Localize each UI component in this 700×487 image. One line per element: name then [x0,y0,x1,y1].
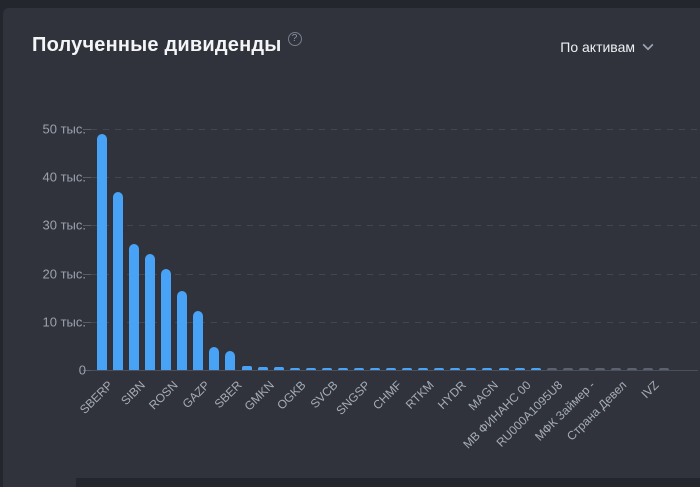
dividend-bar[interactable] [610,368,621,370]
dividend-bar[interactable] [193,311,204,370]
dividend-bar[interactable] [321,367,332,370]
gridline [91,321,698,323]
dividend-bar[interactable] [386,368,397,370]
dividend-bar[interactable] [546,368,557,370]
dividend-bar[interactable] [434,368,445,370]
page-title: Полученные дивиденды [32,34,282,56]
dividend-bar[interactable] [450,368,461,370]
dividend-bar[interactable] [97,133,107,370]
dividend-bar[interactable] [337,367,348,370]
y-axis-label: 10 тыс. [42,314,86,330]
dividend-bar[interactable] [145,253,156,370]
gridline [91,129,698,130]
x-axis-label: SNGSP [333,378,373,418]
group-by-dropdown-label: По активам [560,39,635,55]
dividend-bar[interactable] [498,368,509,370]
dividend-bar[interactable] [241,366,252,370]
dividend-bar[interactable] [209,346,220,370]
dividend-bar[interactable] [177,290,188,370]
dividend-bar[interactable] [562,368,573,370]
y-axis-tick [83,273,91,275]
y-axis-label: 50 тыс. [42,121,86,137]
x-axis-label: SIBN [118,378,149,408]
group-by-dropdown[interactable]: По активам [560,39,654,55]
y-axis-label: 30 тыс. [42,217,86,233]
x-axis-label: OGKB [274,378,309,413]
dividend-bar[interactable] [353,367,364,370]
dividend-bar[interactable] [482,368,493,370]
y-axis-label: 0 [78,362,86,378]
dividend-bar[interactable] [514,368,525,370]
dividend-bar[interactable] [402,368,413,370]
gridline [91,225,698,227]
dividend-bar[interactable] [305,367,316,370]
x-axis-label: SBERP [77,378,116,417]
dividend-bar[interactable] [273,367,284,370]
y-axis-tick [83,321,91,323]
x-axis-label: GAZP [179,378,213,412]
dividend-bar[interactable] [578,368,589,370]
y-axis-tick [83,177,91,179]
dividends-bar-chart: 0 10 тыс. 20 тыс. 30 тыс. 40 тыс. 50 тыс. SBER… [3,8,700,487]
dividend-bar[interactable] [257,367,268,370]
y-axis-tick [83,129,91,130]
x-axis-label: CHMF [370,378,405,413]
dividend-bar[interactable] [418,368,429,370]
x-axis-label: RTKM [403,378,438,412]
dividend-bar[interactable] [161,268,172,370]
gridline [91,370,698,371]
dividends-card: Полученные дивиденды? По активам 0 10 тыс… [3,8,700,487]
y-axis-label: 40 тыс. [42,169,86,185]
dividend-bar[interactable] [643,368,654,370]
chart-header: Полученные дивиденды? По активам [32,32,654,64]
x-axis-label: IVZ [638,378,662,402]
page-title-wrap: Полученные дивиденды? [32,32,302,58]
y-axis-tick [83,225,91,227]
dividend-bar[interactable] [659,368,670,370]
x-axis-label: GMKN [241,378,277,414]
dividend-bar[interactable] [225,351,236,370]
dividend-bar[interactable] [113,191,124,370]
dividend-bar[interactable] [594,368,605,370]
bottom-divider [76,478,700,487]
gridline [91,177,698,179]
dividend-bar[interactable] [626,368,637,370]
dividend-bar[interactable] [289,367,300,370]
y-axis-tick [83,370,91,371]
x-axis-label: SBER [211,378,245,412]
help-icon[interactable]: ? [287,32,302,46]
gridline [91,273,698,275]
dividend-bar[interactable] [530,368,541,370]
dividend-bar[interactable] [466,368,477,370]
x-axis-label: HYDR [435,378,470,412]
x-axis-label: ROSN [145,378,181,413]
dividend-bar[interactable] [370,368,381,370]
y-axis-label: 20 тыс. [42,266,86,282]
dividend-bar[interactable] [129,243,140,370]
